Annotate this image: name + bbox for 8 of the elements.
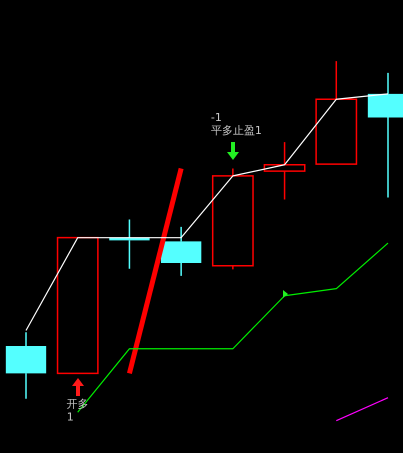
text: 1	[66, 410, 74, 424]
candlestick	[315, 60, 358, 165]
candlestick	[160, 226, 202, 277]
candlestick	[212, 168, 254, 270]
candlestick	[6, 331, 46, 400]
annotation: -1	[210, 110, 222, 124]
candlestick	[264, 141, 306, 200]
annotation: 平多止盈1	[210, 124, 262, 137]
